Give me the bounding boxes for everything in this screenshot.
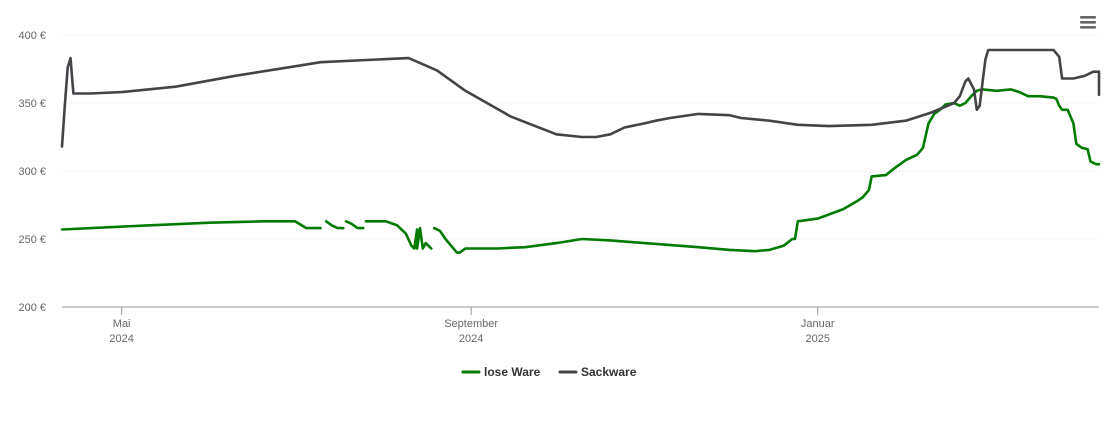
legend: lose Ware Sackware [461,365,637,379]
series-line-lose-ware [344,220,365,230]
legend-item-lose-ware[interactable]: lose Ware [461,365,541,379]
series-line-sackware [60,48,1101,148]
legend-item-sackware[interactable]: Sackware [558,365,637,379]
grid-layer [62,34,1099,240]
y-tick-label: 250 € [18,234,46,246]
legend-label: Sackware [581,365,637,379]
x-tick-label-month: Mai [113,318,131,330]
y-tick-label: 350 € [18,98,46,110]
hamburger-menu-icon-bar-middle [1080,21,1096,24]
x-tick-label-year: 2024 [109,333,133,345]
legend-label: lose Ware [484,365,541,379]
series-line-lose-ware [324,220,345,230]
x-tick-label-month: Januar [801,318,835,330]
hamburger-menu-icon-bar-bottom [1080,26,1096,29]
series-line-lose-ware [60,220,322,231]
y-tick-label: 200 € [18,302,46,314]
y-tick-label: 400 € [18,30,46,42]
x-tick-label-year: 2025 [805,333,829,345]
chart-menu-button[interactable] [1080,14,1096,30]
x-tick-label-year: 2024 [459,333,483,345]
y-tick-label: 300 € [18,166,46,178]
series-layer [60,48,1101,254]
hamburger-menu-icon-bar-top [1080,16,1096,19]
x-tick-label-month: September [444,318,498,330]
axis-layer: 200 € 250 € 300 € 350 € 400 € Mai 2024 Septembe… [18,30,1099,345]
series-line-lose-ware [364,220,433,250]
series-line-lose-ware [432,88,1101,254]
